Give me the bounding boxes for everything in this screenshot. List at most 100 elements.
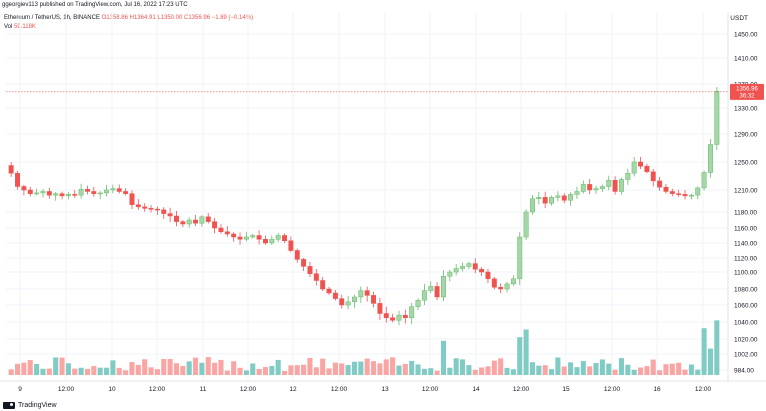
candle-body[interactable] <box>549 197 555 204</box>
candle-body[interactable] <box>313 273 319 281</box>
candle-body[interactable] <box>345 301 351 306</box>
candle-body[interactable] <box>421 290 427 301</box>
candle-body[interactable] <box>453 268 459 273</box>
candle-body[interactable] <box>212 221 218 229</box>
candle-body[interactable] <box>243 236 249 240</box>
candle-body[interactable] <box>638 161 644 167</box>
candle-body[interactable] <box>695 187 701 196</box>
candle-body[interactable] <box>669 191 675 194</box>
candle-body[interactable] <box>224 231 230 235</box>
candle-body[interactable] <box>97 192 103 195</box>
candle-body[interactable] <box>612 179 618 192</box>
candle-body[interactable] <box>294 250 300 260</box>
candle-body[interactable] <box>409 306 415 319</box>
candle-body[interactable] <box>123 191 129 194</box>
candle-body[interactable] <box>186 219 192 225</box>
candle-body[interactable] <box>59 193 65 197</box>
candle-body[interactable] <box>34 192 40 195</box>
candle-body[interactable] <box>110 188 116 191</box>
candle-body[interactable] <box>510 278 516 285</box>
candle-body[interactable] <box>568 194 574 201</box>
candle-body[interactable] <box>440 276 446 298</box>
candle-body[interactable] <box>269 239 275 244</box>
candle-body[interactable] <box>351 296 357 303</box>
candle-body[interactable] <box>580 184 586 192</box>
candle-body[interactable] <box>517 236 523 280</box>
candle-body[interactable] <box>282 235 288 241</box>
candle-body[interactable] <box>307 266 313 274</box>
candle-body[interactable] <box>383 313 389 318</box>
candle-body[interactable] <box>8 165 14 174</box>
candle-body[interactable] <box>714 90 720 145</box>
candle-body[interactable] <box>599 186 605 189</box>
candle-body[interactable] <box>84 189 90 192</box>
candle-body[interactable] <box>415 299 421 307</box>
candle-body[interactable] <box>663 186 669 192</box>
candle-body[interactable] <box>275 235 281 240</box>
candle-body[interactable] <box>78 189 84 196</box>
candle-body[interactable] <box>688 194 694 197</box>
candle-body[interactable] <box>529 198 535 213</box>
candle-body[interactable] <box>650 171 656 182</box>
candle-body[interactable] <box>657 180 663 188</box>
candle-body[interactable] <box>447 271 453 277</box>
candle-body[interactable] <box>104 189 110 194</box>
candle-body[interactable] <box>504 283 510 290</box>
candle-body[interactable] <box>428 286 434 291</box>
candle-body[interactable] <box>587 184 593 191</box>
candle-body[interactable] <box>466 263 472 267</box>
candle-body[interactable] <box>574 191 580 195</box>
candle-body[interactable] <box>371 295 377 304</box>
candle-body[interactable] <box>402 314 408 319</box>
candle-body[interactable] <box>364 290 370 296</box>
candle-body[interactable] <box>606 179 612 187</box>
candle-body[interactable] <box>27 189 33 194</box>
candle-body[interactable] <box>65 194 71 197</box>
candle-body[interactable] <box>339 298 345 306</box>
candle-body[interactable] <box>326 288 332 294</box>
candle-body[interactable] <box>301 259 307 267</box>
candle-body[interactable] <box>193 219 199 224</box>
candle-body[interactable] <box>256 235 262 240</box>
candle-body[interactable] <box>485 271 491 280</box>
candle-body[interactable] <box>237 236 243 240</box>
candle-body[interactable] <box>46 191 52 196</box>
candle-body[interactable] <box>72 194 78 196</box>
candle-body[interactable] <box>593 188 599 191</box>
candle-body[interactable] <box>199 216 205 224</box>
candle-body[interactable] <box>542 197 548 204</box>
candle-body[interactable] <box>491 278 497 288</box>
candle-body[interactable] <box>148 208 154 210</box>
candle-body[interactable] <box>205 216 211 222</box>
candle-body[interactable] <box>262 239 268 244</box>
candle-body[interactable] <box>701 172 707 189</box>
candle-body[interactable] <box>682 194 688 197</box>
candle-body[interactable] <box>135 204 141 208</box>
candle-body[interactable] <box>15 172 21 187</box>
candle-body[interactable] <box>555 195 561 198</box>
candle-body[interactable] <box>332 292 338 299</box>
candle-body[interactable] <box>154 208 160 211</box>
candle-body[interactable] <box>460 266 466 269</box>
candle-body[interactable] <box>536 197 542 200</box>
candle-body[interactable] <box>167 213 173 217</box>
candle-body[interactable] <box>390 317 396 321</box>
candle-body[interactable] <box>53 193 59 196</box>
symbol-name[interactable]: Ethereum / TetherUS, 1h, BINANCE <box>4 15 100 21</box>
candle-body[interactable] <box>129 193 135 205</box>
candle-body[interactable] <box>472 263 478 270</box>
candle-body[interactable] <box>116 188 122 192</box>
candle-body[interactable] <box>625 172 631 180</box>
candle-body[interactable] <box>618 179 624 192</box>
candle-body[interactable] <box>180 221 186 225</box>
candle-body[interactable] <box>396 314 402 321</box>
candle-body[interactable] <box>161 209 167 214</box>
candle-body[interactable] <box>498 287 504 290</box>
candle-body[interactable] <box>377 303 383 314</box>
candle-body[interactable] <box>21 186 27 191</box>
candle-body[interactable] <box>434 286 440 298</box>
candle-body[interactable] <box>358 290 364 298</box>
candle-body[interactable] <box>707 144 713 173</box>
candle-body[interactable] <box>218 227 224 232</box>
